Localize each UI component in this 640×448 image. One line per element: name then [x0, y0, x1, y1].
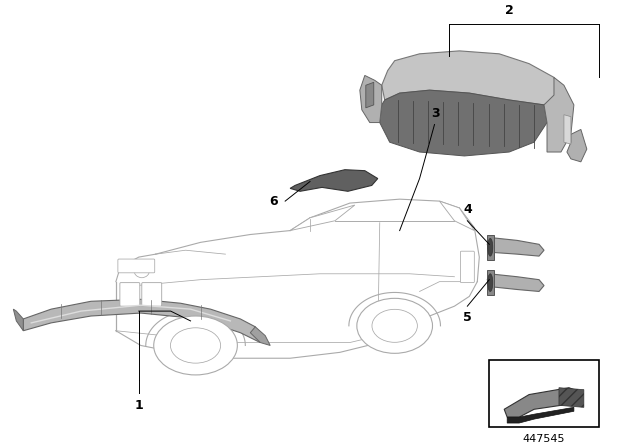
- Polygon shape: [487, 270, 494, 295]
- Polygon shape: [360, 75, 381, 123]
- Polygon shape: [487, 237, 544, 256]
- Polygon shape: [366, 82, 374, 108]
- Polygon shape: [487, 274, 544, 292]
- Circle shape: [134, 262, 150, 278]
- FancyBboxPatch shape: [460, 251, 474, 283]
- Polygon shape: [440, 201, 474, 231]
- Polygon shape: [544, 78, 574, 152]
- Text: 3: 3: [431, 107, 440, 120]
- Polygon shape: [564, 115, 571, 144]
- Polygon shape: [504, 388, 579, 417]
- Polygon shape: [380, 90, 547, 156]
- Ellipse shape: [170, 328, 221, 363]
- Polygon shape: [507, 407, 574, 423]
- Text: 447545: 447545: [523, 434, 565, 444]
- Text: 1: 1: [134, 400, 143, 413]
- Text: 2: 2: [505, 4, 513, 17]
- Text: 6: 6: [269, 194, 278, 207]
- Polygon shape: [567, 129, 587, 162]
- Ellipse shape: [488, 238, 493, 256]
- Ellipse shape: [372, 309, 417, 342]
- Text: 4: 4: [463, 203, 472, 216]
- Ellipse shape: [488, 274, 493, 292]
- FancyBboxPatch shape: [120, 283, 140, 306]
- FancyBboxPatch shape: [142, 283, 162, 306]
- Polygon shape: [250, 327, 270, 345]
- Polygon shape: [13, 309, 23, 331]
- Polygon shape: [290, 205, 355, 231]
- Polygon shape: [559, 388, 584, 407]
- Polygon shape: [487, 234, 494, 260]
- Polygon shape: [23, 299, 260, 343]
- Ellipse shape: [154, 316, 237, 375]
- Ellipse shape: [357, 298, 433, 353]
- Polygon shape: [381, 51, 559, 105]
- Polygon shape: [290, 170, 378, 191]
- FancyBboxPatch shape: [118, 259, 155, 273]
- Text: 5: 5: [463, 311, 472, 324]
- Bar: [489, 360, 599, 427]
